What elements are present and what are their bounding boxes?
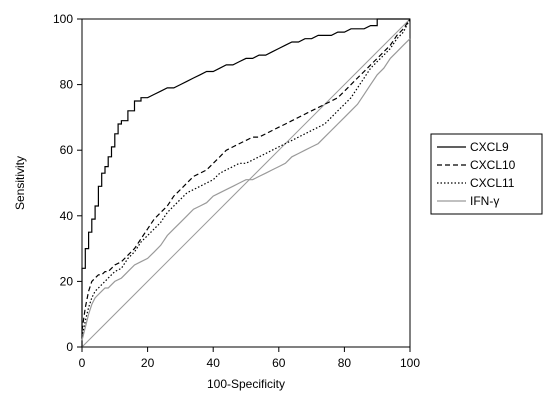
y-tick-label: 80 <box>60 78 74 92</box>
x-tick-label: 100 <box>400 356 420 370</box>
reference-line-layer <box>81 18 411 348</box>
y-tick-label: 60 <box>60 143 74 157</box>
series-line-3 <box>81 18 411 338</box>
legend-label: IFN-γ <box>470 194 499 208</box>
y-tick-label: 100 <box>53 12 73 26</box>
x-tick-label: 80 <box>338 356 352 370</box>
legend-label: CXCL10 <box>470 158 516 172</box>
y-tick-label: 40 <box>60 209 74 223</box>
series-line-1 <box>81 18 410 347</box>
y-axis-title: Sensitivity <box>13 156 27 210</box>
x-axis-ticks: 0 20 40 60 80 100 <box>79 347 420 370</box>
x-tick-label: 60 <box>272 356 286 370</box>
y-axis-ticks: 0 20 40 60 80 100 <box>53 12 82 354</box>
series-layer <box>81 18 411 347</box>
x-tick-label: 40 <box>207 356 221 370</box>
plot-frame <box>81 18 411 348</box>
legend: CXCL9 CXCL10 CXCL11 IFN-γ <box>430 133 543 215</box>
reference-diagonal <box>81 18 411 348</box>
legend-label: CXCL11 <box>470 176 515 190</box>
legend-items: CXCL9 CXCL10 CXCL11 IFN-γ <box>437 140 516 208</box>
x-tick-label: 0 <box>79 356 86 370</box>
legend-label: CXCL9 <box>470 140 509 154</box>
x-axis-title: 100-Specificity <box>207 377 285 391</box>
y-tick-label: 20 <box>60 274 74 288</box>
series-line-4 <box>81 38 411 341</box>
x-tick-label: 20 <box>141 356 155 370</box>
series-line-2 <box>81 18 411 331</box>
y-tick-label: 0 <box>66 340 73 354</box>
